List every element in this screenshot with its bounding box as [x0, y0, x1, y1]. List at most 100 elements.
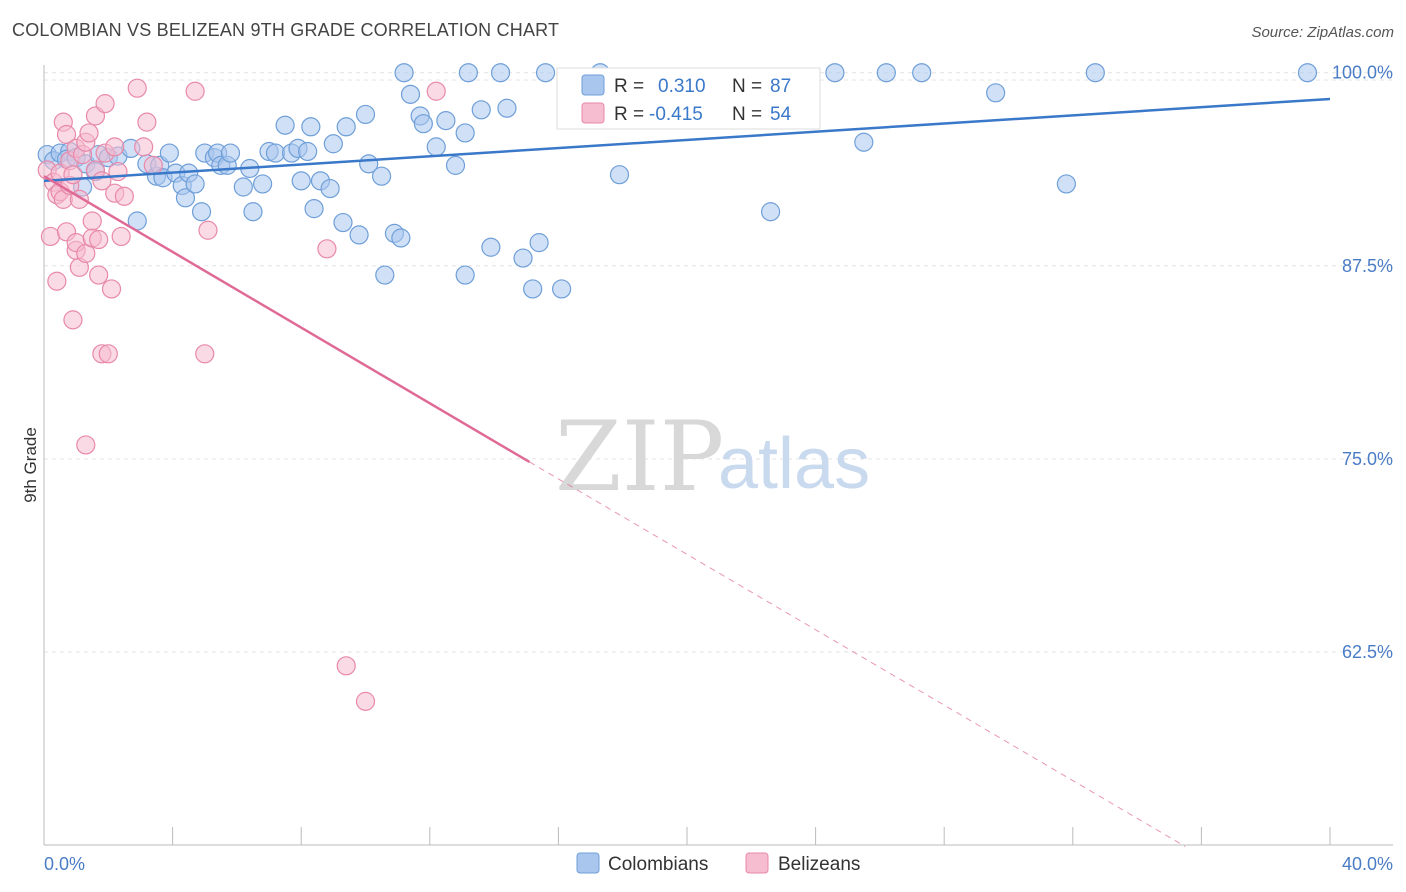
x-tick-max: 40.0%: [1342, 854, 1393, 874]
colombians-point: [458, 63, 478, 83]
colombians-point: [304, 199, 324, 219]
watermark-zip: ZIP: [555, 401, 724, 513]
belizeans-trend-line: [43, 175, 531, 464]
belizeans-point: [76, 435, 96, 455]
belizeans-point: [127, 78, 147, 98]
legend-swatch-colombians: [581, 74, 605, 96]
colombians-point: [535, 63, 556, 83]
colombians-point: [320, 178, 340, 199]
colombians-point: [471, 100, 491, 120]
belizeans-point: [79, 123, 99, 143]
colombians-point: [1085, 63, 1105, 83]
belizeans-point: [89, 265, 109, 285]
colombians-point: [609, 165, 630, 185]
bottom-legend-swatch-belizeans: [745, 852, 769, 874]
watermark: ZIP atlas: [555, 401, 870, 513]
belizeans-point: [98, 344, 118, 364]
colombians-point: [375, 265, 395, 285]
belizeans-point: [195, 344, 215, 364]
chart-title: COLOMBIAN VS BELIZEAN 9TH GRADE CORRELAT…: [12, 20, 560, 40]
y-axis-label: 9th Grade: [21, 427, 40, 503]
belizeans-point: [89, 229, 109, 250]
colombians-point: [529, 233, 549, 253]
colombians-point: [301, 117, 321, 137]
belizeans-point: [108, 161, 128, 182]
colombians-point: [275, 115, 295, 135]
colombians-point: [490, 63, 511, 83]
axes: [43, 65, 1393, 846]
colombians-point: [854, 132, 874, 152]
colombians-point: [455, 123, 475, 143]
belizeans-point: [40, 226, 61, 247]
colombians-point: [243, 202, 263, 222]
y-tick-label: 62.5%: [1342, 642, 1393, 662]
colombians-point: [825, 63, 845, 83]
series-legend: Colombians Belizeans: [576, 852, 860, 875]
colombians-point: [323, 134, 343, 154]
x-tick-min: 0.0%: [44, 854, 85, 874]
colombians-point: [355, 104, 376, 125]
colombians-point: [191, 202, 212, 222]
colombians-point: [394, 63, 414, 83]
bottom-legend-colombians: Colombians: [608, 854, 708, 875]
colombians-point: [185, 174, 205, 194]
y-tick-label: 87.5%: [1342, 256, 1393, 276]
colombians-point: [436, 111, 456, 131]
belizeans-point: [317, 239, 337, 259]
colombians-point: [912, 63, 932, 83]
colombians-point: [291, 171, 311, 191]
colombians-point: [760, 202, 781, 222]
colombians-point: [445, 155, 466, 175]
legend-n-value-colombians: 87: [770, 76, 791, 97]
belizeans-point: [95, 94, 115, 114]
legend-r-value-belizeans: -0.415: [649, 104, 703, 125]
belizeans-point: [336, 656, 356, 676]
legend-r-label-belizeans: R =: [614, 104, 644, 125]
belizeans-point: [63, 165, 83, 185]
colombians-point: [175, 188, 196, 208]
colombians-point: [455, 265, 475, 285]
colombians-point: [413, 114, 433, 134]
bottom-legend-swatch-colombians: [576, 852, 600, 874]
belizeans-point: [426, 81, 446, 101]
belizeans-point: [82, 211, 102, 231]
legend-swatch-belizeans: [581, 102, 605, 124]
belizeans-points: [37, 78, 601, 711]
colombians-point: [426, 137, 446, 157]
watermark-atlas: atlas: [718, 424, 870, 504]
colombians-point: [523, 279, 543, 299]
belizeans-trend-extension: [529, 461, 1186, 847]
colombians-point: [253, 174, 273, 194]
y-tick-label: 75.0%: [1342, 449, 1393, 469]
belizeans-point: [198, 220, 218, 240]
legend-n-label-belizeans: N =: [732, 104, 762, 125]
bottom-legend-belizeans: Belizeans: [778, 854, 860, 875]
y-tick-labels: 62.5% 75.0% 87.5% 100.0%: [1332, 63, 1393, 662]
colombians-point: [265, 143, 286, 163]
colombians-point: [1297, 63, 1318, 83]
belizeans-point: [114, 186, 134, 206]
colombians-point: [552, 279, 572, 299]
colombians-point: [986, 83, 1006, 103]
legend-r-value-colombians: 0.310: [658, 76, 706, 97]
belizeans-point: [355, 691, 376, 711]
colombians-point: [298, 141, 318, 162]
belizeans-point: [56, 124, 77, 145]
belizeans-point: [105, 137, 125, 157]
colombians-point: [371, 166, 392, 186]
belizeans-point: [111, 226, 131, 247]
colombians-point: [336, 117, 356, 137]
legend-r-label-colombians: R =: [614, 76, 644, 97]
colombians-point: [333, 212, 353, 233]
colombians-point: [220, 143, 241, 163]
trend-lines: [43, 97, 1331, 847]
colombians-point: [391, 228, 411, 248]
colombians-point: [349, 225, 369, 245]
colombians-trend-line: [43, 97, 1331, 183]
belizeans-point: [185, 81, 205, 101]
colombians-point: [876, 63, 896, 83]
colombians-point: [400, 84, 421, 104]
belizeans-point: [47, 271, 67, 291]
belizeans-point: [63, 310, 83, 330]
